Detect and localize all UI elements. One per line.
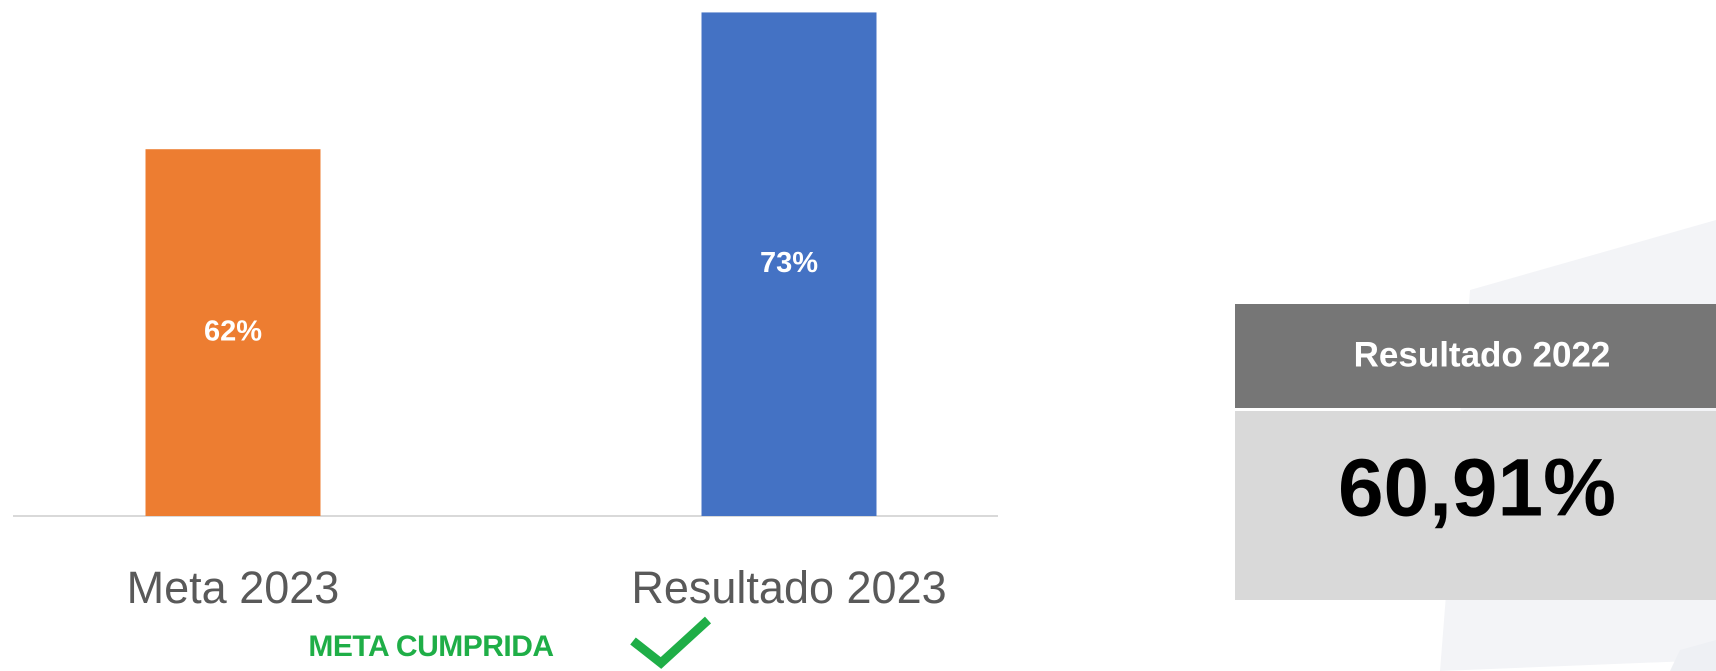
x-tick-label: Resultado 2023 xyxy=(631,562,946,613)
value-label: 73% xyxy=(760,247,818,279)
x-tick-label: Meta 2023 xyxy=(127,562,340,613)
value-label: 62% xyxy=(204,315,262,347)
annotation: META CUMPRIDA xyxy=(308,630,553,663)
bars: 62% Meta 2023 73% Resultado 2023 xyxy=(127,12,947,613)
card-header xyxy=(1235,304,1716,408)
bar xyxy=(701,12,877,516)
card-title: Resultado 2022 xyxy=(1354,335,1611,374)
check-icon xyxy=(630,616,712,669)
card-value: 60,91% xyxy=(1338,443,1616,534)
card-body xyxy=(1235,411,1716,600)
bar xyxy=(145,149,321,516)
background-shape xyxy=(1670,640,1716,671)
